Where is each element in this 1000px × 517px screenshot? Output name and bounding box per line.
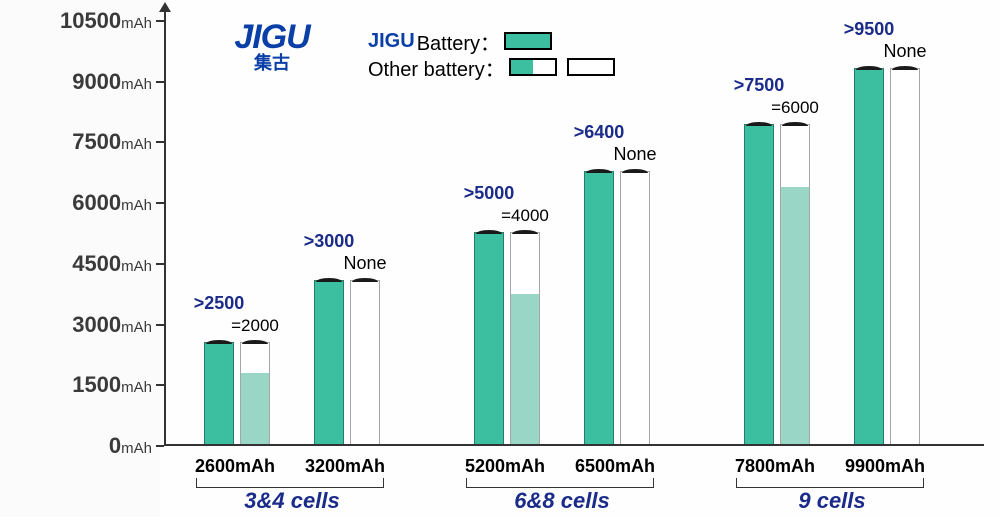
y-tick-mark [156, 263, 164, 265]
y-tick-label: 0mAh [2, 433, 152, 459]
x-tick-label: 6500mAh [575, 456, 655, 477]
group-label: 3&4 cells [244, 488, 339, 514]
other-bar [510, 232, 540, 444]
other-bar [890, 68, 920, 444]
jigu-value-label: >7500 [715, 75, 803, 96]
bar-pair [204, 342, 270, 444]
other-value-label: None [335, 253, 395, 274]
y-tick-mark [156, 141, 164, 143]
jigu-bar [204, 342, 234, 444]
bar-pair [314, 280, 380, 444]
y-tick-label: 6000mAh [2, 190, 152, 216]
jigu-value-label: >5000 [445, 183, 533, 204]
x-tick-label: 3200mAh [305, 456, 385, 477]
x-tick-label: 9900mAh [845, 456, 925, 477]
group-bracket [466, 478, 654, 488]
other-value-label: None [605, 144, 665, 165]
y-tick-label: 9000mAh [2, 69, 152, 95]
y-tick-label: 7500mAh [2, 129, 152, 155]
jigu-value-label: >3000 [285, 231, 373, 252]
x-tick-label: 2600mAh [195, 456, 275, 477]
x-tick-label: 7800mAh [735, 456, 815, 477]
y-tick-mark [156, 384, 164, 386]
jigu-bar [474, 232, 504, 444]
group-label: 6&8 cells [514, 488, 609, 514]
y-tick-label: 10500mAh [2, 8, 152, 34]
bar-pair [584, 171, 650, 444]
y-tick-label: 3000mAh [2, 312, 152, 338]
other-value-label: =6000 [755, 98, 835, 118]
y-tick-label: 1500mAh [2, 372, 152, 398]
jigu-value-label: >2500 [175, 293, 263, 314]
other-bar [240, 342, 270, 444]
other-bar [780, 124, 810, 444]
y-tick-mark [156, 445, 164, 447]
group-bracket [196, 478, 384, 488]
jigu-bar [854, 68, 884, 444]
y-axis: 0mAh 1500mAh 3000mAh 4500mAh 6000mAh 7500mAh 9… [0, 0, 164, 460]
other-bar [620, 171, 650, 444]
group-label: 9 cells [798, 488, 865, 514]
y-tick-mark [156, 20, 164, 22]
other-bar [350, 280, 380, 444]
y-tick-mark [156, 202, 164, 204]
battery-comparison-chart: JIGU 集古 JIGU Battery： Other battery： 0mA… [0, 0, 1000, 517]
jigu-bar [584, 171, 614, 444]
jigu-bar [314, 280, 344, 444]
bar-pair [744, 124, 810, 444]
y-tick-label: 4500mAh [2, 251, 152, 277]
group-bracket [736, 478, 924, 488]
other-value-label: =2000 [215, 316, 295, 336]
bar-pair [854, 68, 920, 444]
jigu-value-label: >9500 [825, 19, 913, 40]
y-tick-mark [156, 324, 164, 326]
jigu-value-label: >6400 [555, 122, 643, 143]
other-value-label: =4000 [485, 206, 565, 226]
other-value-label: None [875, 41, 935, 62]
bar-pair [474, 232, 540, 444]
y-tick-mark [156, 81, 164, 83]
chart-plot-area: >2500=2000>3000None>5000=4000>6400None>7… [164, 21, 984, 446]
jigu-bar [744, 124, 774, 444]
y-axis-extension [164, 10, 166, 21]
x-tick-label: 5200mAh [465, 456, 545, 477]
